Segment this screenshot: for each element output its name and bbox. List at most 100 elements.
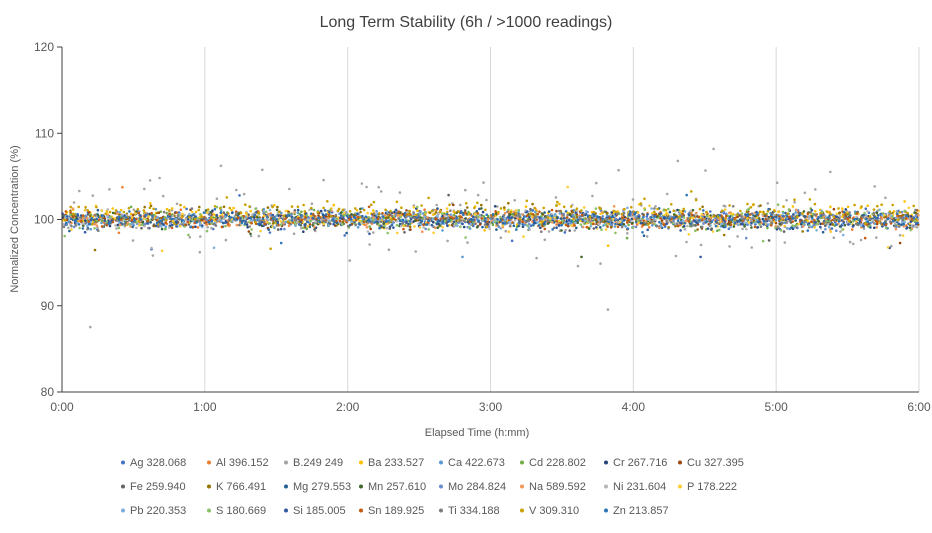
data-point [168, 212, 171, 216]
data-point [706, 227, 710, 230]
data-point [123, 223, 127, 226]
legend-marker [359, 460, 363, 465]
data-point [741, 223, 745, 226]
data-point [738, 220, 741, 223]
data-point [704, 169, 707, 172]
data-point [119, 208, 123, 212]
data-point [764, 214, 767, 218]
data-point [718, 228, 721, 232]
data-point [313, 225, 316, 228]
data-point [386, 231, 390, 235]
data-point [605, 217, 609, 221]
data-point [149, 221, 152, 224]
data-point [651, 224, 654, 227]
data-point [565, 216, 569, 219]
legend-item: Ca 422.673 [439, 457, 505, 469]
data-point [580, 209, 583, 212]
data-point [690, 213, 694, 217]
data-point [418, 213, 422, 216]
data-point [147, 226, 150, 230]
data-point [759, 204, 762, 207]
data-point [864, 213, 868, 217]
data-point [599, 226, 602, 229]
data-point [481, 225, 484, 229]
data-point [313, 217, 317, 221]
data-point [205, 223, 208, 226]
legend-item: Mo 284.824 [439, 481, 506, 493]
data-point [443, 215, 447, 218]
data-point [382, 221, 386, 225]
data-point [430, 209, 434, 213]
data-point [536, 212, 539, 216]
data-point [862, 225, 865, 228]
data-point [111, 211, 115, 215]
data-point [531, 212, 534, 216]
legend-label: Ca 422.673 [448, 457, 505, 469]
data-point [867, 222, 871, 226]
data-point [549, 217, 552, 220]
data-point [493, 205, 497, 208]
data-point [736, 220, 739, 223]
data-point [168, 209, 171, 212]
data-point [817, 220, 821, 223]
data-point [714, 220, 718, 223]
data-point [871, 218, 874, 222]
data-point [758, 210, 762, 214]
data-point [250, 228, 253, 231]
data-point [895, 210, 899, 213]
data-point [575, 207, 579, 210]
data-point [716, 229, 719, 232]
data-point [197, 219, 200, 223]
data-point [88, 223, 92, 226]
data-point [293, 209, 297, 212]
data-point [279, 227, 283, 231]
data-point [781, 221, 784, 225]
data-point [210, 226, 213, 230]
data-point [641, 231, 644, 234]
data-point [154, 207, 158, 211]
data-point [518, 218, 522, 221]
data-point [446, 239, 449, 243]
data-point [529, 212, 532, 216]
data-point [121, 185, 124, 189]
data-point [613, 214, 617, 218]
data-point [612, 209, 615, 213]
data-point [474, 216, 478, 219]
data-point [166, 212, 169, 215]
data-point [512, 224, 516, 228]
data-point [296, 205, 300, 208]
data-point [722, 218, 725, 221]
data-point [639, 202, 643, 205]
data-point [508, 224, 512, 228]
data-point [529, 207, 532, 211]
data-point [478, 213, 481, 217]
data-point [690, 190, 693, 193]
data-point [496, 223, 499, 227]
data-point [635, 217, 639, 220]
data-point [261, 168, 264, 172]
data-point [676, 159, 680, 163]
data-point [190, 218, 194, 222]
legend-item: Zn 213.857 [604, 505, 669, 517]
y-tick-label: 120 [34, 40, 54, 54]
data-point [354, 218, 358, 222]
data-point [198, 223, 202, 227]
data-point [755, 210, 758, 214]
data-point [275, 224, 279, 227]
data-point [515, 228, 518, 231]
data-point [108, 224, 112, 228]
data-point [728, 204, 731, 207]
data-point [608, 217, 611, 220]
chart-title: Long Term Stability (6h / >1000 readings… [320, 14, 613, 31]
data-point [573, 224, 576, 227]
data-point [97, 229, 100, 232]
data-point [190, 210, 194, 214]
data-point [529, 210, 532, 213]
data-point [766, 202, 770, 205]
legend-item: Ni 231.604 [604, 481, 666, 493]
data-point [341, 220, 345, 224]
data-point [814, 221, 817, 224]
data-point [866, 204, 869, 207]
data-point [532, 219, 536, 223]
y-tick-label: 100 [34, 213, 54, 227]
